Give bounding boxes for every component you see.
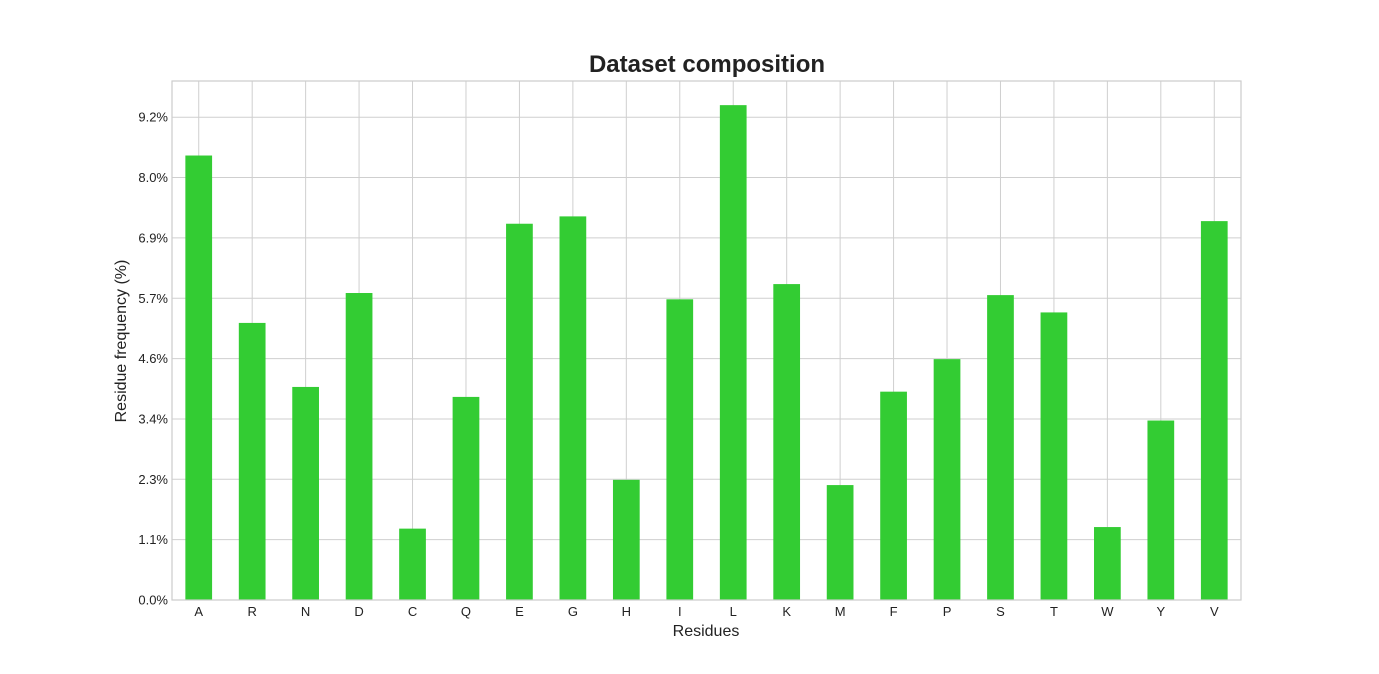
- bar-H: [612, 479, 640, 600]
- bar-S: [987, 295, 1014, 600]
- x-axis-label: Residues: [673, 623, 740, 640]
- x-tick-label: S: [996, 604, 1005, 619]
- plot-frame: [171, 80, 1242, 601]
- y-tick-label: 5.7%: [138, 291, 168, 306]
- x-tick-label: C: [408, 604, 417, 619]
- x-tick-label: Y: [1156, 604, 1165, 619]
- y-tick-label: 1.1%: [138, 532, 168, 547]
- bar-G: [559, 216, 587, 601]
- y-tick-label: 0.0%: [138, 593, 168, 608]
- bar-T: [1040, 312, 1068, 600]
- x-tick-label: L: [730, 604, 737, 619]
- y-tick-label: 3.4%: [138, 411, 168, 426]
- y-tick-label: 2.3%: [138, 472, 168, 487]
- bar-I: [666, 299, 694, 600]
- x-tick-label: N: [301, 604, 310, 619]
- x-tick-label: V: [1210, 604, 1219, 619]
- bar-N: [292, 386, 319, 600]
- bar-C: [399, 528, 426, 600]
- bar-R: [238, 322, 266, 600]
- x-tick-label: E: [515, 604, 524, 619]
- y-tick-label: 9.2%: [138, 110, 168, 125]
- x-tick-label: K: [782, 604, 791, 619]
- x-tick-label: T: [1050, 604, 1058, 619]
- bar-L: [719, 105, 747, 601]
- bar-Q: [452, 396, 480, 600]
- bar-A: [185, 155, 213, 600]
- x-tick-label: P: [943, 604, 952, 619]
- bars: [185, 105, 1228, 601]
- x-tick-label: H: [622, 604, 631, 619]
- bar-D: [345, 293, 373, 600]
- x-tick-label: M: [835, 604, 846, 619]
- bar-P: [933, 359, 961, 600]
- y-tick-labels: 0.0% 1.1% 2.3% 3.4% 4.6% 5.7% 6.9% 8.0% 9.2%: [138, 110, 168, 608]
- x-tick-label: D: [354, 604, 363, 619]
- bar-Y: [1147, 420, 1175, 600]
- x-tick-label: R: [247, 604, 256, 619]
- x-tick-label: G: [568, 604, 578, 619]
- y-tick-label: 8.0%: [138, 170, 168, 185]
- bar-V: [1200, 221, 1228, 600]
- bar-K: [773, 284, 801, 600]
- x-tick-label: F: [890, 604, 898, 619]
- bar-E: [506, 223, 533, 601]
- chart-title: Dataset composition: [589, 51, 825, 78]
- y-tick-label: 6.9%: [138, 230, 168, 245]
- bar-W: [1094, 527, 1121, 600]
- bar-F: [880, 391, 907, 600]
- y-tick-label: 4.6%: [138, 351, 168, 366]
- x-tick-label: I: [678, 604, 682, 619]
- grid-lines: [172, 81, 1241, 601]
- y-axis-label: Residue frequency (%): [113, 260, 130, 423]
- x-tick-label: Q: [461, 604, 471, 619]
- x-tick-label: A: [194, 604, 203, 619]
- x-tick-label: W: [1101, 604, 1114, 619]
- bar-M: [826, 485, 854, 600]
